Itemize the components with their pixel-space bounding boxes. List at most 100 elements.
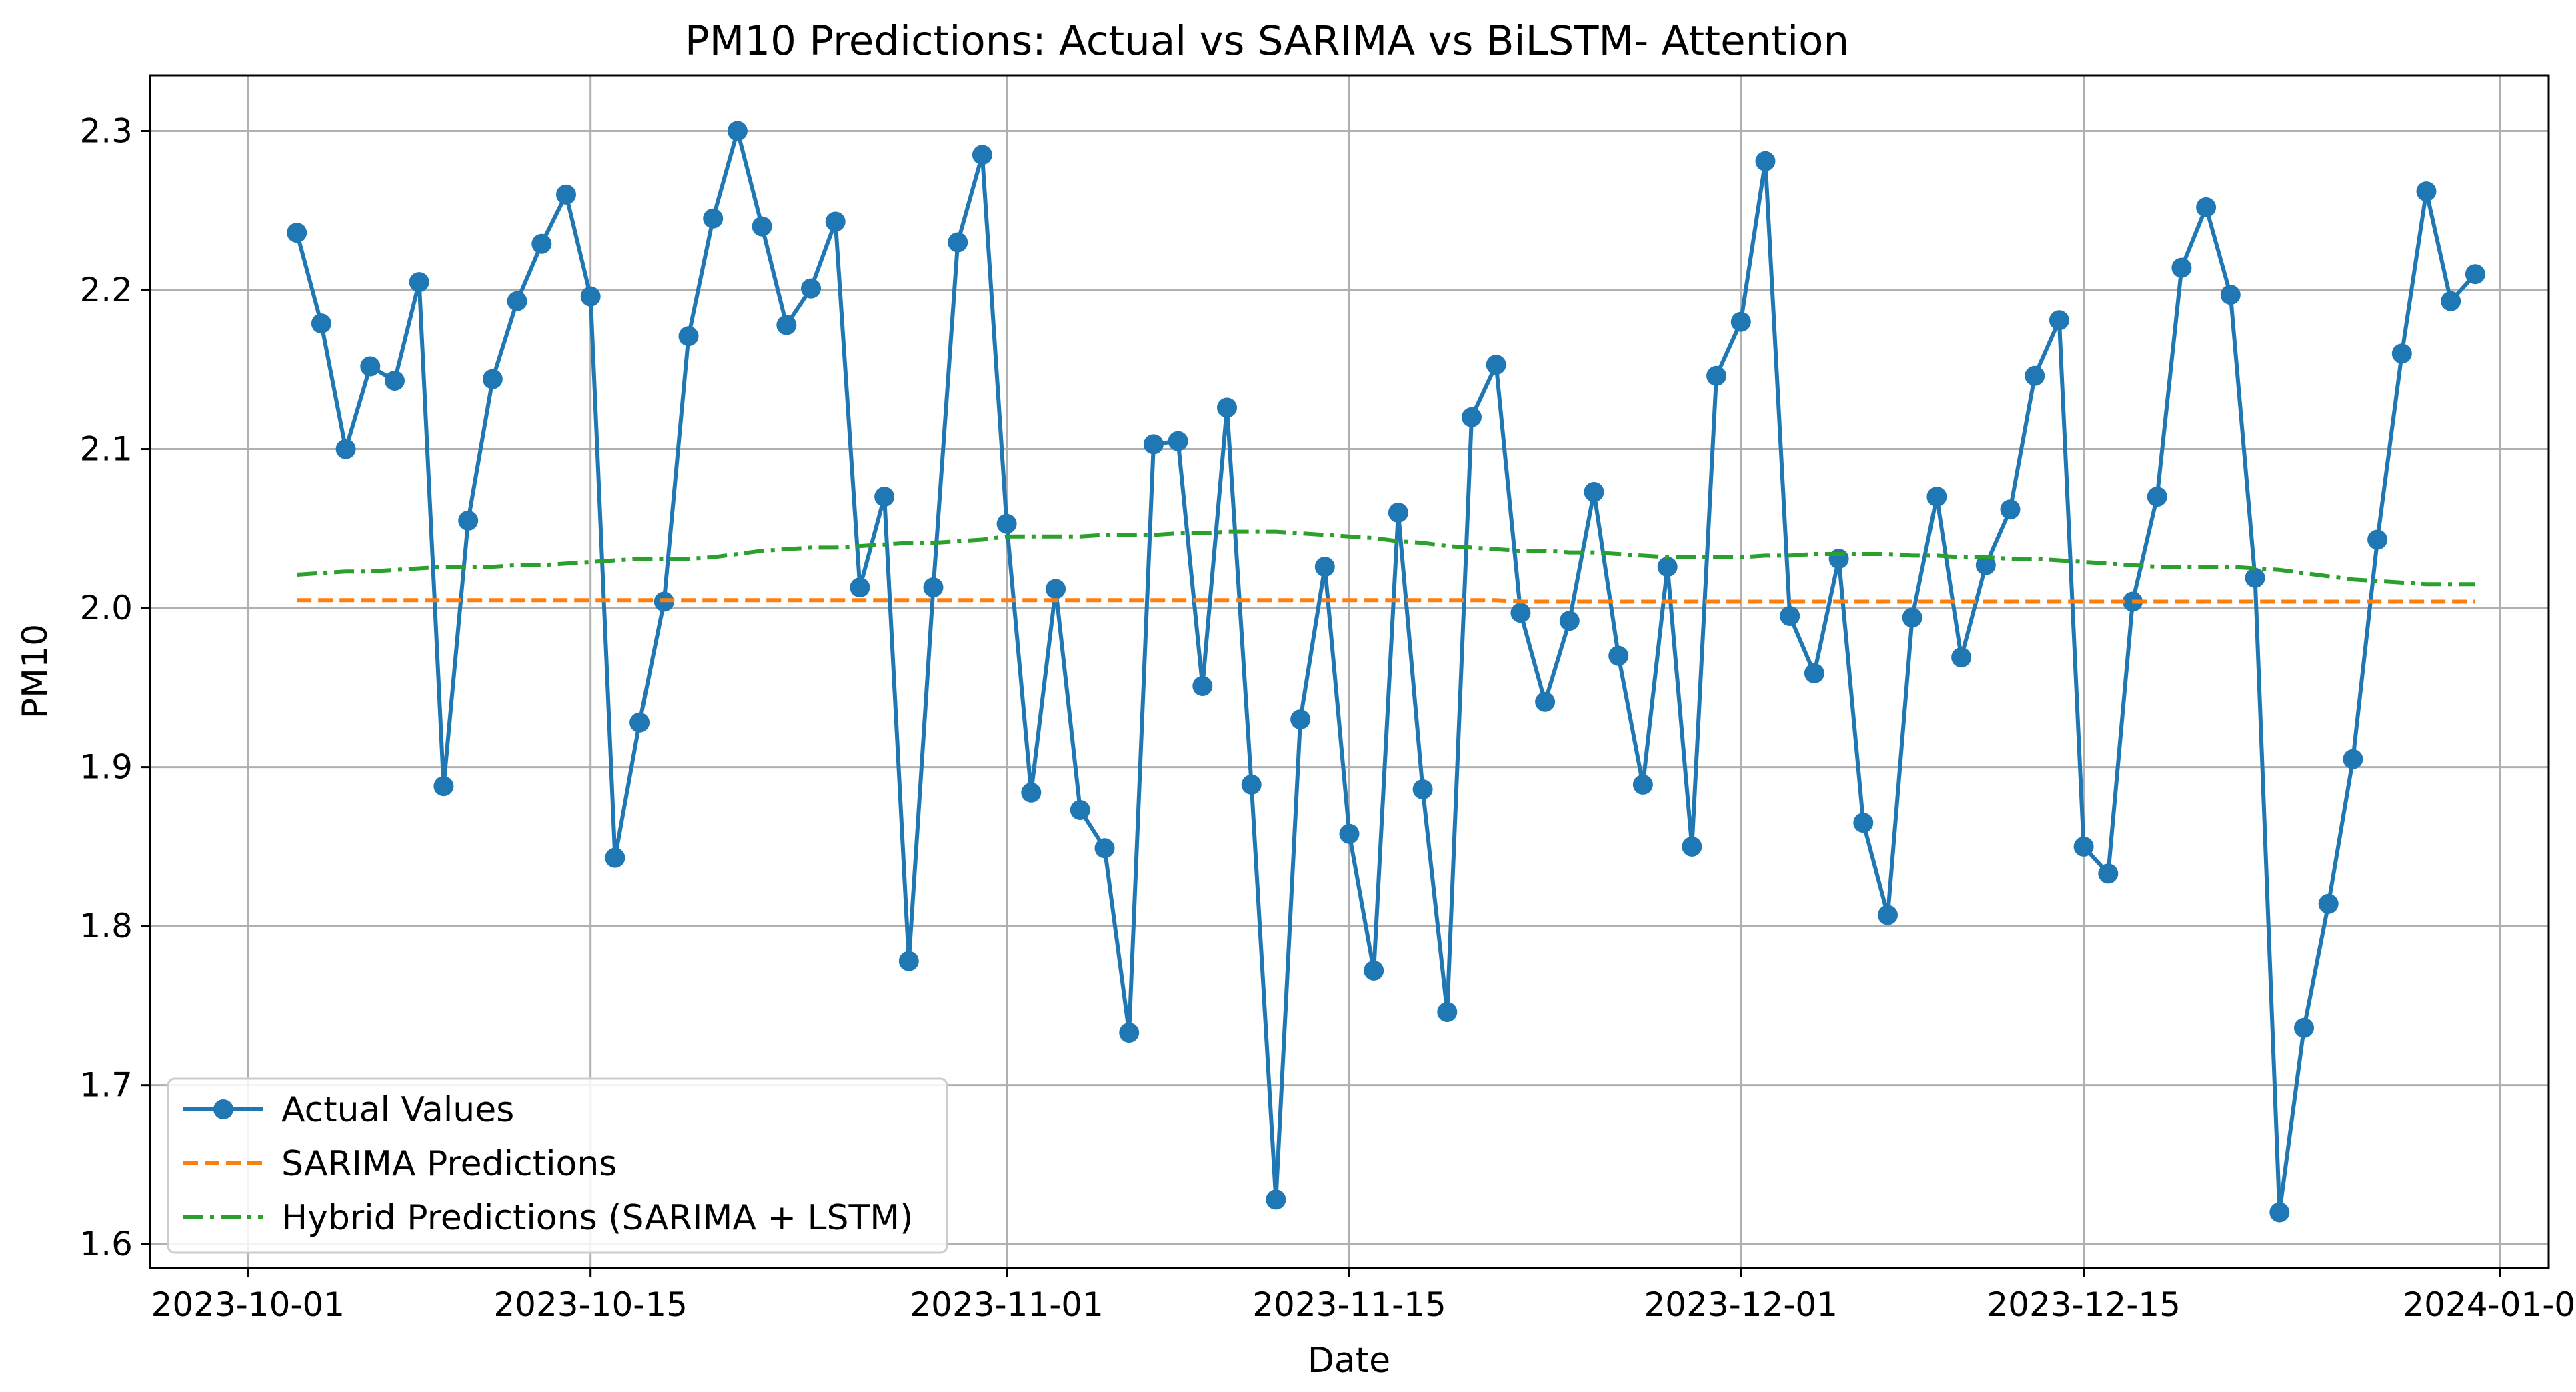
data-point-actual-values-3 bbox=[360, 356, 381, 377]
data-point-actual-values-17 bbox=[703, 208, 724, 229]
data-point-actual-values-64 bbox=[1853, 813, 1874, 833]
data-point-actual-values-32 bbox=[1070, 800, 1090, 820]
data-point-actual-values-73 bbox=[2073, 836, 2094, 857]
series-line-actual-values bbox=[295, 129, 2477, 1215]
data-point-actual-values-42 bbox=[1314, 557, 1335, 577]
data-point-actual-values-89 bbox=[2465, 264, 2485, 285]
data-point-actual-values-74 bbox=[2098, 863, 2119, 884]
x-axis: 2023-10-01 2023-10-15 2023-11-01 2023-11-15… bbox=[151, 1268, 2576, 1324]
data-point-actual-values-68 bbox=[1951, 647, 1972, 667]
legend-entry-actual-values: Actual Values bbox=[183, 1090, 514, 1130]
data-point-actual-values-70 bbox=[2000, 499, 2021, 520]
data-point-actual-values-46 bbox=[1412, 779, 1433, 799]
y-tick-label-2-1: 2.1 bbox=[79, 430, 133, 469]
y-tick-label-2-3: 2.3 bbox=[79, 111, 133, 150]
data-point-actual-values-57 bbox=[1682, 836, 1702, 857]
data-point-actual-values-44 bbox=[1364, 960, 1384, 981]
data-point-actual-values-83 bbox=[2318, 893, 2339, 914]
data-point-actual-values-28 bbox=[972, 145, 992, 165]
data-point-actual-values-35 bbox=[1143, 434, 1164, 455]
data-point-actual-values-53 bbox=[1584, 482, 1604, 502]
data-point-actual-values-78 bbox=[2196, 197, 2217, 217]
data-point-actual-values-13 bbox=[605, 847, 625, 868]
data-point-actual-values-38 bbox=[1217, 397, 1237, 418]
data-point-actual-values-50 bbox=[1510, 603, 1531, 623]
series-line-sarima-predictions bbox=[297, 598, 2475, 604]
y-tick-label-2-2: 2.2 bbox=[79, 271, 133, 309]
x-axis-label: Date bbox=[1308, 1341, 1390, 1381]
data-point-actual-values-22 bbox=[825, 211, 846, 232]
data-point-actual-values-2 bbox=[335, 439, 356, 459]
data-point-actual-values-25 bbox=[898, 951, 919, 971]
x-tick-label-2023-12-01: 2023-12-01 bbox=[1644, 1285, 1838, 1324]
data-point-actual-values-10 bbox=[531, 233, 552, 254]
data-point-actual-values-85 bbox=[2367, 529, 2388, 550]
data-point-actual-values-36 bbox=[1168, 431, 1188, 451]
data-point-actual-values-16 bbox=[678, 326, 699, 347]
y-tick-label-1-9: 1.9 bbox=[79, 748, 133, 787]
data-point-actual-values-69 bbox=[1975, 555, 1996, 575]
data-point-actual-values-71 bbox=[2025, 365, 2045, 386]
data-point-actual-values-14 bbox=[629, 712, 650, 733]
series-sarima-predictions bbox=[297, 598, 2475, 604]
data-point-actual-values-76 bbox=[2147, 487, 2167, 507]
data-point-actual-values-29 bbox=[996, 513, 1017, 534]
y-tick-label-1-8: 1.8 bbox=[79, 907, 133, 945]
data-point-actual-values-67 bbox=[1926, 487, 1947, 507]
data-point-actual-values-27 bbox=[948, 232, 968, 253]
data-point-actual-values-55 bbox=[1632, 774, 1653, 795]
data-point-actual-values-48 bbox=[1462, 407, 1482, 427]
data-point-actual-values-37 bbox=[1192, 676, 1213, 696]
data-point-actual-values-84 bbox=[2343, 749, 2363, 769]
data-point-actual-values-6 bbox=[433, 776, 454, 797]
legend-label-hybrid-predictions: Hybrid Predictions (SARIMA + LSTM) bbox=[281, 1198, 913, 1238]
data-point-actual-values-12 bbox=[580, 286, 601, 307]
data-point-actual-values-63 bbox=[1828, 549, 1849, 569]
data-point-actual-values-5 bbox=[409, 272, 429, 293]
data-point-actual-values-72 bbox=[2049, 310, 2069, 331]
data-point-actual-values-77 bbox=[2171, 257, 2192, 278]
legend: Actual Values SARIMA Predictions Hybrid … bbox=[167, 1077, 948, 1254]
data-point-actual-values-49 bbox=[1486, 355, 1506, 375]
data-point-actual-values-31 bbox=[1046, 579, 1066, 599]
data-point-actual-values-41 bbox=[1290, 709, 1311, 730]
data-point-actual-values-62 bbox=[1804, 663, 1824, 683]
data-point-actual-values-58 bbox=[1706, 365, 1727, 386]
data-point-actual-values-80 bbox=[2245, 567, 2265, 588]
data-point-actual-values-43 bbox=[1339, 823, 1360, 844]
data-point-actual-values-20 bbox=[776, 315, 797, 335]
x-tick-label-2023-12-15: 2023-12-15 bbox=[1987, 1285, 2181, 1324]
data-point-actual-values-21 bbox=[801, 278, 821, 299]
data-point-actual-values-26 bbox=[923, 577, 944, 598]
data-point-actual-values-60 bbox=[1755, 151, 1776, 171]
y-axis: 1.6 1.7 1.8 1.9 2.0 2.1 2.2 2.3 bbox=[79, 111, 150, 1263]
data-point-actual-values-19 bbox=[752, 216, 772, 237]
data-point-actual-values-66 bbox=[1902, 607, 1922, 628]
data-point-actual-values-79 bbox=[2220, 285, 2241, 305]
data-point-actual-values-9 bbox=[507, 291, 527, 311]
series-hybrid-predictions-sarima-lstm bbox=[297, 529, 2475, 587]
data-point-actual-values-86 bbox=[2391, 343, 2412, 364]
data-point-actual-values-61 bbox=[1780, 606, 1800, 626]
data-point-actual-values-18 bbox=[727, 121, 748, 141]
legend-label-actual-values: Actual Values bbox=[281, 1090, 514, 1130]
data-point-actual-values-40 bbox=[1266, 1189, 1286, 1210]
x-tick-label-2023-11-01: 2023-11-01 bbox=[910, 1285, 1104, 1324]
data-point-actual-values-23 bbox=[850, 577, 870, 598]
series-layer bbox=[287, 121, 2485, 1223]
y-tick-label-1-7: 1.7 bbox=[79, 1066, 133, 1105]
x-tick-label-2023-10-01: 2023-10-01 bbox=[151, 1285, 345, 1324]
data-point-actual-values-0 bbox=[287, 223, 307, 243]
series-actual-values bbox=[287, 121, 2485, 1223]
data-point-actual-values-59 bbox=[1730, 311, 1751, 332]
legend-entry-hybrid-predictions: Hybrid Predictions (SARIMA + LSTM) bbox=[183, 1198, 913, 1238]
chart-title: PM10 Predictions: Actual vs SARIMA vs Bi… bbox=[685, 17, 1849, 65]
legend-box bbox=[167, 1077, 948, 1254]
y-tick-label-2-0: 2.0 bbox=[79, 589, 133, 627]
x-tick-label-2023-11-15: 2023-11-15 bbox=[1252, 1285, 1446, 1324]
data-point-actual-values-54 bbox=[1608, 645, 1629, 666]
data-point-actual-values-87 bbox=[2416, 181, 2437, 202]
data-point-actual-values-88 bbox=[2441, 291, 2461, 311]
